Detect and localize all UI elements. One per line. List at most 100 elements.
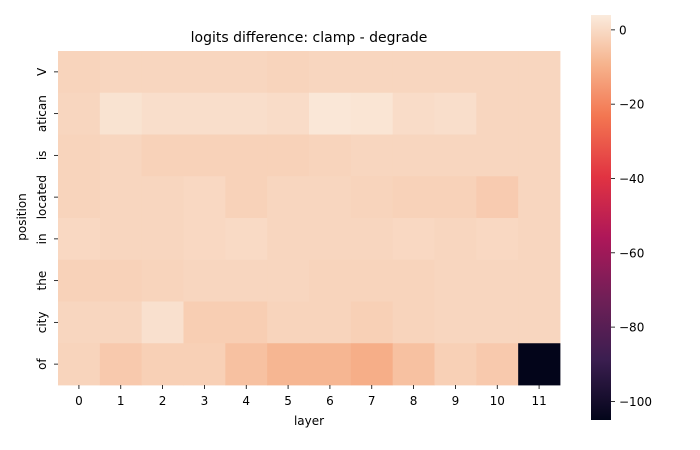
colorbar-ticks: 0 −20 −40 −60 −80 −100 [611,23,652,409]
heatmap-cell [225,301,268,344]
heatmap-cell [350,343,394,386]
y-tick-label: in [35,233,49,244]
heatmap-cell [392,176,435,219]
colorbar [591,15,611,420]
heatmap-cell [518,259,561,302]
heatmap-cell [58,51,101,94]
heatmap-cell [183,51,226,94]
heatmap-cell [267,92,310,135]
heatmap-cell [392,259,435,302]
heatmap-cell [392,218,435,261]
heatmap-cell [392,51,435,94]
heatmap-cell [476,176,519,219]
heatmap-cell [309,134,352,177]
heatmap-cell [476,301,519,344]
heatmap-cell [392,92,435,135]
heatmap-cell [309,343,352,386]
heatmap-cell [476,51,519,94]
heatmap-cell [225,92,268,135]
heatmap-cell [141,301,184,344]
heatmap-cell [350,134,394,177]
heatmap-cell [58,218,101,261]
colorbar-tick-label: −60 [619,246,644,260]
heatmap-cell [392,134,435,177]
colorbar-tick-label: −100 [619,395,652,409]
heatmap-cell [518,218,561,261]
x-tick-label: 7 [368,394,376,408]
heatmap-cell [141,176,184,219]
y-tick-label: is [35,151,49,161]
colorbar-tick-label: −40 [619,172,644,186]
heatmap-cell [309,51,352,94]
x-tick-label: 10 [490,394,505,408]
x-tick-label: 8 [410,394,418,408]
y-tick-label: of [35,358,49,370]
heatmap-cell [309,301,352,344]
heatmap-cell [434,176,477,219]
colorbar-tick-label: 0 [619,23,627,37]
heatmap-cell [267,343,310,386]
heatmap-cell [225,343,268,386]
heatmap-cell [476,92,519,135]
heatmap-cell [518,51,561,94]
heatmap-cell [99,218,143,261]
x-tick-label: 5 [284,394,292,408]
heatmap-cell [434,343,477,386]
x-tick-label: 9 [452,394,460,408]
heatmap-cell [58,92,101,135]
heatmap-cell [518,176,561,219]
heatmap-cell [225,176,268,219]
x-tick-label: 6 [326,394,334,408]
chart-title: logits difference: clamp - degrade [191,30,428,46]
heatmap-cell [99,134,143,177]
heatmap-cell [350,92,394,135]
heatmap-cell [350,218,394,261]
heatmap-cell [141,343,184,386]
heatmap-cell [434,92,477,135]
y-tick-label: atican [35,95,49,132]
y-tick-label: located [35,175,49,219]
heatmap-cell [225,51,268,94]
y-tick-label: V [35,67,49,76]
x-axis-label: layer [294,414,324,428]
heatmap-cell [309,259,352,302]
heatmap-cell [309,218,352,261]
heatmap-cell [183,301,226,344]
heatmap-cell [141,134,184,177]
heatmap-cell [58,259,101,302]
heatmap-cell [141,218,184,261]
x-tick-label: 0 [75,394,83,408]
heatmap-cell [267,259,310,302]
heatmap-cell [309,92,352,135]
heatmap-cell [141,92,184,135]
x-tick-label: 2 [159,394,167,408]
heatmap-cell [350,301,394,344]
heatmap-cell [476,343,519,386]
heatmap-cell [392,343,435,386]
heatmap-cell [58,134,101,177]
heatmap-cell [58,176,101,219]
heatmap-cell [99,51,143,94]
heatmap-cell [183,343,226,386]
heatmap-cell [476,259,519,302]
heatmap-cell [225,134,268,177]
heatmap-cell [141,259,184,302]
heatmap-cell [434,301,477,344]
colorbar-tick-label: −20 [619,98,644,112]
heatmap-cell [141,51,184,94]
heatmap-cell [518,92,561,135]
heatmap-cell [350,176,394,219]
heatmap-cell [518,301,561,344]
y-tick-label: the [35,271,49,291]
heatmap-cell [267,218,310,261]
heatmap-cell [476,134,519,177]
heatmap-cell [99,92,143,135]
heatmap-cell [309,176,352,219]
x-tick-label: 4 [242,394,250,408]
heatmap-cell [99,301,143,344]
heatmap-cell [99,343,143,386]
colorbar-tick-label: −80 [619,321,644,335]
heatmap-cell [58,301,101,344]
